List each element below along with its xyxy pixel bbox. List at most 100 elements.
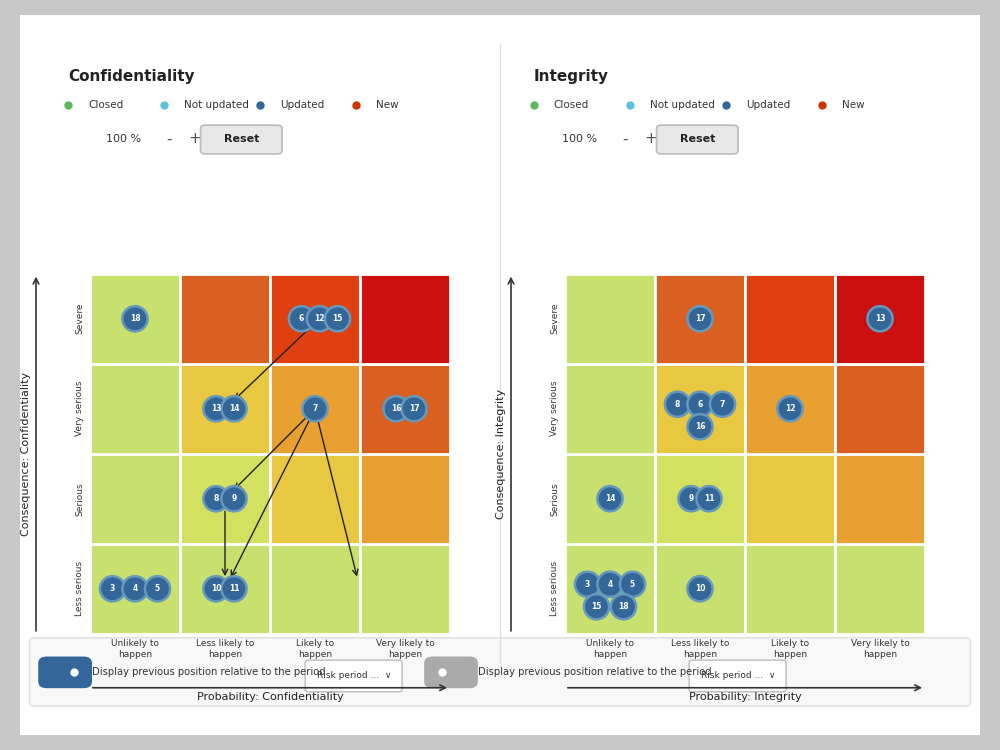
Text: 14: 14 (229, 404, 239, 413)
Bar (270, 454, 360, 544)
Text: -: - (622, 131, 627, 146)
Text: +: + (644, 131, 657, 146)
Bar (270, 274, 360, 364)
Bar (745, 544, 835, 634)
Text: 14: 14 (605, 494, 615, 503)
Circle shape (221, 486, 247, 512)
Text: Closed: Closed (88, 100, 123, 110)
Bar (180, 274, 270, 364)
Circle shape (383, 396, 409, 422)
Bar (360, 364, 450, 454)
Text: 6: 6 (697, 400, 703, 409)
Bar (655, 364, 745, 454)
X-axis label: Probability: Integrity: Probability: Integrity (689, 692, 801, 702)
Text: Display previous position relative to the period: Display previous position relative to th… (478, 668, 712, 677)
Bar (270, 544, 360, 634)
Text: New: New (376, 100, 399, 110)
Bar (565, 454, 655, 544)
Bar (745, 274, 835, 364)
X-axis label: Probability: Confidentiality: Probability: Confidentiality (197, 692, 343, 702)
Circle shape (611, 594, 636, 619)
Text: Reset: Reset (224, 134, 259, 144)
Text: 9: 9 (231, 494, 237, 503)
Text: 12: 12 (314, 314, 325, 323)
Text: 15: 15 (332, 314, 343, 323)
Text: 10: 10 (211, 584, 221, 593)
Circle shape (122, 576, 148, 602)
Bar (835, 454, 925, 544)
Text: 12: 12 (785, 404, 795, 413)
Text: Integrity: Integrity (534, 69, 609, 84)
Circle shape (597, 486, 623, 512)
Bar (360, 454, 450, 544)
Circle shape (597, 572, 623, 597)
Circle shape (696, 486, 722, 512)
Text: 17: 17 (695, 314, 705, 323)
Text: 4: 4 (132, 584, 138, 593)
Circle shape (575, 572, 600, 597)
Bar (655, 454, 745, 544)
FancyBboxPatch shape (30, 638, 970, 706)
Text: New: New (842, 100, 864, 110)
Bar (565, 364, 655, 454)
Bar (90, 454, 180, 544)
FancyBboxPatch shape (6, 4, 994, 746)
Circle shape (867, 306, 893, 332)
Text: 11: 11 (229, 584, 239, 593)
Circle shape (203, 576, 229, 602)
Circle shape (307, 306, 332, 332)
Y-axis label: Consequence: Confidentiality: Consequence: Confidentiality (21, 372, 31, 536)
Text: Risk period ...  ∨: Risk period ... ∨ (701, 671, 775, 680)
Bar (565, 274, 655, 364)
Text: 18: 18 (130, 314, 140, 323)
Text: 8: 8 (213, 494, 219, 503)
Bar (90, 274, 180, 364)
Circle shape (122, 306, 148, 332)
Text: 10: 10 (695, 584, 705, 593)
Text: 16: 16 (695, 422, 705, 431)
Text: 3: 3 (110, 584, 115, 593)
Circle shape (777, 396, 803, 422)
Y-axis label: Consequence: Integrity: Consequence: Integrity (496, 388, 506, 519)
Circle shape (100, 576, 125, 602)
Circle shape (687, 414, 713, 440)
FancyBboxPatch shape (38, 656, 92, 688)
Bar (745, 364, 835, 454)
Text: Reset: Reset (680, 134, 715, 144)
Text: Updated: Updated (280, 100, 324, 110)
Bar (90, 544, 180, 634)
Text: 100 %: 100 % (106, 134, 142, 144)
Text: 3: 3 (585, 580, 590, 589)
Circle shape (401, 396, 427, 422)
Text: Display previous position relative to the period: Display previous position relative to th… (92, 668, 326, 677)
Text: 4: 4 (607, 580, 613, 589)
FancyBboxPatch shape (656, 125, 738, 154)
Circle shape (687, 392, 713, 417)
Bar (565, 544, 655, 634)
Circle shape (302, 396, 328, 422)
Text: 7: 7 (720, 400, 725, 409)
Text: 13: 13 (211, 404, 221, 413)
Text: Not updated: Not updated (184, 100, 249, 110)
Text: 7: 7 (312, 404, 318, 413)
Text: Updated: Updated (746, 100, 790, 110)
Bar (655, 274, 745, 364)
FancyBboxPatch shape (689, 660, 786, 692)
FancyBboxPatch shape (424, 656, 478, 688)
Circle shape (325, 306, 350, 332)
Bar (745, 454, 835, 544)
Bar (360, 544, 450, 634)
Bar (835, 544, 925, 634)
Bar (180, 364, 270, 454)
Text: +: + (188, 131, 201, 146)
Bar (180, 544, 270, 634)
Bar (90, 364, 180, 454)
Text: 6: 6 (299, 314, 304, 323)
Bar (270, 364, 360, 454)
Circle shape (678, 486, 704, 512)
Text: 15: 15 (591, 602, 602, 611)
Text: 8: 8 (675, 400, 680, 409)
Text: Confidentiality: Confidentiality (68, 69, 195, 84)
Circle shape (584, 594, 609, 619)
Circle shape (221, 576, 247, 602)
